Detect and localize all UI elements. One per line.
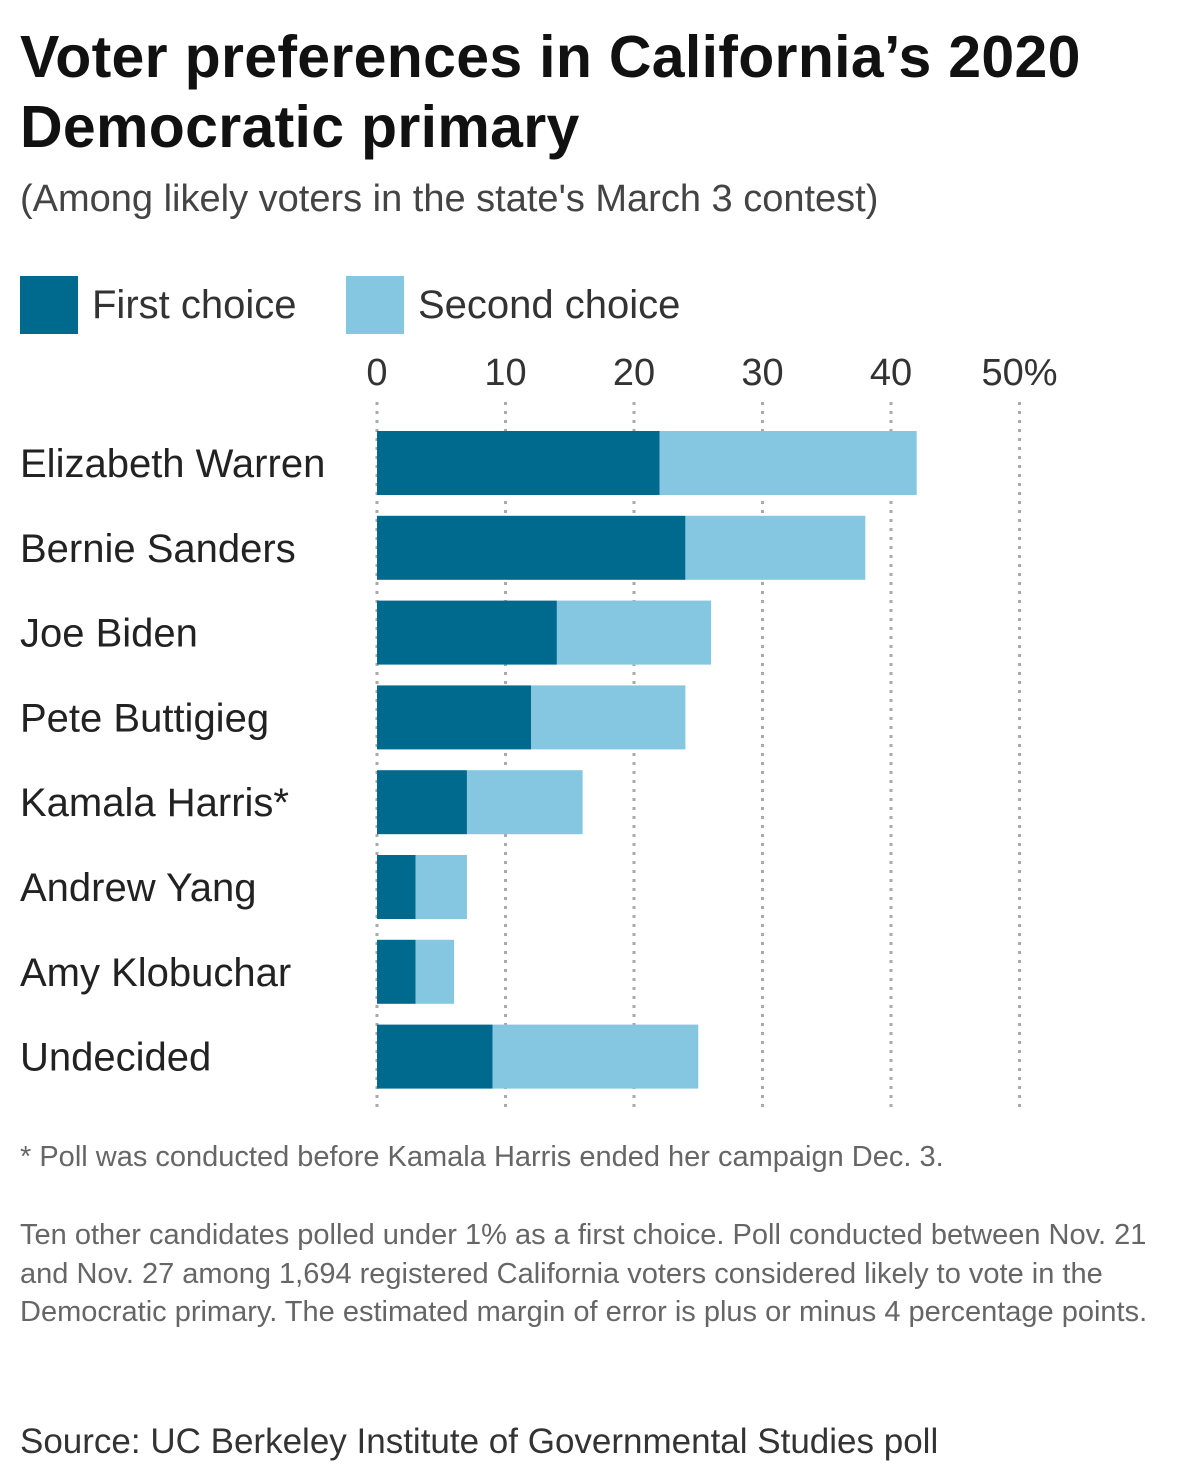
bar-second-choice-joe-biden bbox=[556, 600, 712, 665]
bar-second-choice-pete-buttigieg bbox=[531, 685, 686, 750]
category-label: Bernie Sanders bbox=[20, 527, 296, 571]
bar-first-choice-pete-buttigieg bbox=[377, 685, 532, 750]
category-label: Elizabeth Warren bbox=[20, 442, 325, 486]
x-tick-label: 50% bbox=[981, 352, 1057, 394]
category-label: Andrew Yang bbox=[20, 866, 256, 910]
x-tick-label: 20 bbox=[613, 352, 655, 394]
bar-first-choice-bernie-sanders bbox=[377, 515, 686, 580]
category-label: Kamala Harris* bbox=[20, 781, 289, 825]
bar-second-choice-andrew-yang bbox=[415, 855, 467, 919]
legend-label-second-choice: Second choice bbox=[418, 283, 681, 327]
legend-label-first-choice: First choice bbox=[92, 283, 297, 327]
bar-second-choice-bernie-sanders bbox=[685, 515, 866, 580]
category-label: Amy Klobuchar bbox=[20, 951, 291, 995]
chart-title: Voter preferences in California’s 2020 D… bbox=[20, 24, 1081, 160]
bar-second-choice-kamala-harris bbox=[466, 770, 583, 835]
bar-first-choice-elizabeth-warren bbox=[377, 431, 660, 495]
bar-first-choice-kamala-harris bbox=[377, 770, 467, 835]
x-tick-label: 40 bbox=[870, 352, 912, 394]
bar-second-choice-amy-klobuchar bbox=[415, 939, 455, 1004]
bar-second-choice-undecided bbox=[492, 1024, 699, 1089]
category-label: Pete Buttigieg bbox=[20, 696, 269, 740]
x-tick-label: 0 bbox=[366, 352, 387, 394]
bar-chart: 0 10 20 30 40 50% Elizabeth Warren Bernie Sande… bbox=[20, 352, 1058, 1110]
methodology-note: Ten other candidates polled under 1% as … bbox=[20, 1219, 1148, 1328]
bar-first-choice-andrew-yang bbox=[377, 855, 416, 919]
category-label: Joe Biden bbox=[20, 612, 198, 656]
bar-first-choice-joe-biden bbox=[377, 600, 557, 665]
footnote: * Poll was conducted before Kamala Harri… bbox=[20, 1141, 944, 1173]
bar-second-choice-elizabeth-warren bbox=[659, 431, 917, 495]
x-tick-label: 30 bbox=[741, 352, 783, 394]
x-tick-label: 10 bbox=[484, 352, 526, 394]
category-label: Undecided bbox=[20, 1036, 211, 1080]
legend-swatch-second-choice bbox=[346, 276, 404, 334]
source-credit: Source: UC Berkeley Institute of Governm… bbox=[20, 1422, 939, 1461]
bar-first-choice-undecided bbox=[377, 1024, 493, 1089]
bar-first-choice-amy-klobuchar bbox=[377, 939, 416, 1004]
chart-subtitle: (Among likely voters in the state's Marc… bbox=[20, 178, 879, 220]
legend-swatch-first-choice bbox=[20, 276, 78, 334]
